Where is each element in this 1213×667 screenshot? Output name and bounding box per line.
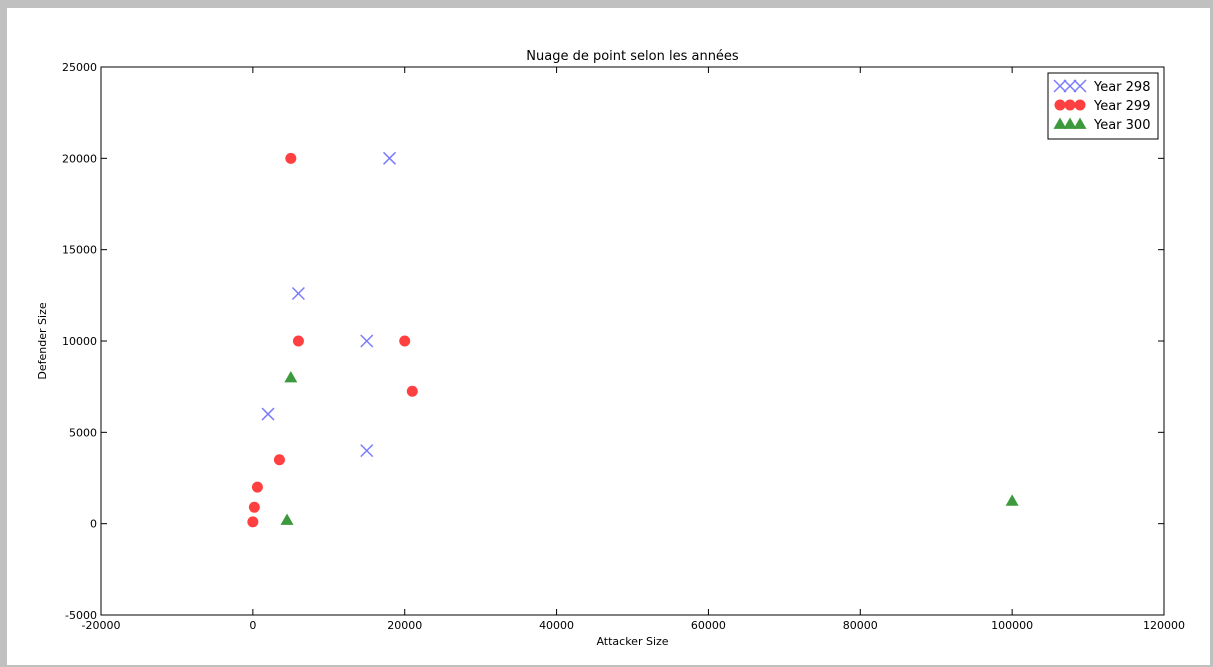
y-tick-label: 10000 (62, 335, 97, 348)
data-point-triangle (284, 371, 298, 383)
x-tick-label: 60000 (691, 619, 726, 632)
figure: Nuage de point selon les années -20000 0 2… (7, 8, 1210, 665)
y-tick-label: 5000 (69, 426, 97, 439)
legend: Year 298 Year 299 Year 300 (1047, 72, 1159, 140)
data-point-circle (273, 454, 285, 466)
data-point-x (382, 151, 397, 165)
data-point-circle (406, 385, 418, 397)
x-tick-label: 0 (249, 619, 256, 632)
legend-entry: Year 298 (1053, 79, 1150, 95)
data-point-x (360, 444, 374, 458)
data-point-triangle (1005, 494, 1019, 506)
legend-label: Year 298 (1093, 80, 1150, 95)
data-point-circle (399, 335, 411, 347)
legend-label: Year 300 (1093, 118, 1150, 133)
legend-marker-x (1073, 79, 1087, 93)
series-year-300 (280, 371, 1019, 525)
scatter-chart: Nuage de point selon les années -20000 0 2… (36, 49, 1185, 648)
legend-entry: Year 300 (1053, 117, 1150, 133)
x-tick-label: 100000 (991, 619, 1033, 632)
legend-marker-circle (1054, 99, 1066, 111)
legend-marker-circle (1074, 99, 1086, 111)
data-point-triangle (280, 513, 294, 525)
legend-marker-circle (1064, 99, 1076, 111)
data-point-circle (292, 335, 304, 347)
x-tick-label: 120000 (1143, 619, 1185, 632)
data-point-circle (247, 516, 259, 528)
data-point-x (360, 334, 374, 348)
x-tick-label: 20000 (387, 619, 422, 632)
legend-marker-x (1063, 79, 1077, 93)
data-point-circle (251, 481, 263, 493)
data-point-x (261, 407, 275, 421)
data-point-circle (285, 152, 297, 164)
y-tick-label: 0 (90, 518, 97, 531)
legend-entry: Year 299 (1054, 99, 1150, 114)
x-tick-label: 40000 (539, 619, 574, 632)
series-year-299 (247, 152, 418, 528)
legend-marker-triangle (1053, 117, 1067, 129)
data-point-x (291, 286, 305, 301)
x-tick-label: 80000 (843, 619, 878, 632)
legend-marker-triangle (1063, 117, 1077, 129)
chart-title: Nuage de point selon les années (526, 49, 739, 64)
legend-label: Year 299 (1093, 99, 1150, 114)
y-tick-label: -5000 (65, 609, 97, 622)
plot-area (100, 66, 1165, 616)
y-tick-label: 15000 (62, 244, 97, 257)
axis-ticks: -20000 0 20000 40000 60000 80000 100000 120000-… (62, 61, 1185, 632)
data-point-circle (248, 501, 260, 513)
legend-marker-x (1053, 79, 1067, 93)
x-tick-label: -20000 (82, 619, 121, 632)
legend-marker-triangle (1073, 117, 1087, 129)
y-axis-label: Defender Size (36, 302, 49, 379)
y-tick-label: 25000 (62, 61, 97, 74)
series-year-298 (261, 151, 397, 458)
data-points (247, 151, 1019, 528)
x-axis-label: Attacker Size (596, 635, 668, 648)
y-tick-label: 20000 (62, 152, 97, 165)
